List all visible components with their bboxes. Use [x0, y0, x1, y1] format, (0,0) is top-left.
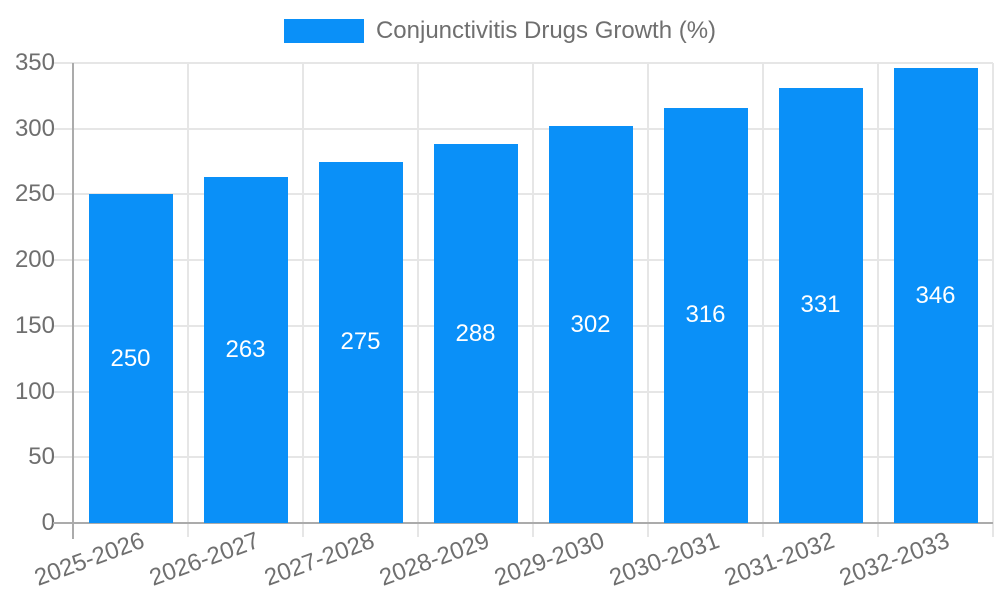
y-axis-tick-label: 250: [14, 180, 55, 208]
x-gridline: [187, 63, 189, 537]
y-axis-tick-label: 200: [14, 246, 55, 274]
y-axis-tick-label: 350: [14, 49, 55, 76]
bar-2031-2032[interactable]: 331: [778, 87, 863, 523]
y-gridline: [53, 62, 993, 64]
x-axis-tick-label: 2027-2028: [260, 527, 378, 592]
x-gridline: [877, 63, 879, 537]
x-axis-tick-label: 2029-2030: [490, 527, 608, 592]
y-gridline: [53, 259, 993, 262]
x-gridline: [762, 63, 764, 537]
x-gridline: [417, 63, 419, 537]
x-axis-tick-label: 2028-2029: [375, 527, 493, 592]
x-axis-tick-label: 2030-2031: [605, 527, 723, 592]
x-gridline: [647, 63, 649, 537]
bar-2030-2031[interactable]: 316: [663, 107, 748, 523]
x-axis-tick-label: 2026-2027: [145, 527, 263, 592]
y-axis-line: [72, 63, 74, 539]
bar-value-label: 346: [915, 281, 956, 309]
bar-value-label: 331: [800, 291, 841, 319]
bar-value-label: 263: [225, 336, 266, 364]
bar-2029-2030[interactable]: 302: [548, 126, 633, 523]
y-gridline: [53, 193, 993, 196]
x-axis-line: [53, 522, 993, 524]
bar-value-label: 250: [110, 344, 151, 372]
y-gridline: [53, 324, 993, 327]
bar-2028-2029[interactable]: 288: [433, 144, 518, 523]
x-gridline: [992, 63, 994, 537]
x-gridline: [302, 63, 304, 537]
x-axis-tick-label: 2032-2033: [835, 527, 953, 592]
legend[interactable]: Conjunctivitis Drugs Growth (%): [0, 17, 1000, 45]
y-axis-tick-label: 0: [41, 509, 55, 536]
bar-2027-2028[interactable]: 275: [318, 161, 403, 523]
x-gridline: [532, 63, 534, 537]
bar-value-label: 288: [455, 319, 496, 347]
bar-value-label: 302: [570, 310, 611, 338]
x-axis-tick-label: 2031-2032: [720, 527, 838, 592]
legend-swatch[interactable]: [283, 19, 364, 43]
bar-value-label: 316: [685, 301, 726, 329]
y-axis-tick-label: 100: [14, 377, 55, 405]
y-axis-tick-label: 150: [14, 311, 55, 339]
bar-value-label: 275: [340, 328, 381, 356]
legend-label: Conjunctivitis Drugs Growth (%): [375, 17, 717, 44]
y-gridline: [53, 456, 993, 459]
x-axis-tick-label: 2025-2026: [30, 527, 148, 592]
y-axis-tick-label: 50: [28, 443, 55, 471]
y-gridline: [53, 127, 993, 130]
bar-2026-2027[interactable]: 263: [203, 177, 288, 523]
bar-2032-2033[interactable]: 346: [893, 68, 978, 523]
bar-2025-2026[interactable]: 250: [88, 194, 173, 523]
y-axis-tick-label: 300: [14, 114, 55, 142]
plot-area: 0 50 100 150 200 250 300 350 250 263 275 288 302 316 3…: [15, 50, 994, 592]
y-gridline: [53, 390, 993, 393]
